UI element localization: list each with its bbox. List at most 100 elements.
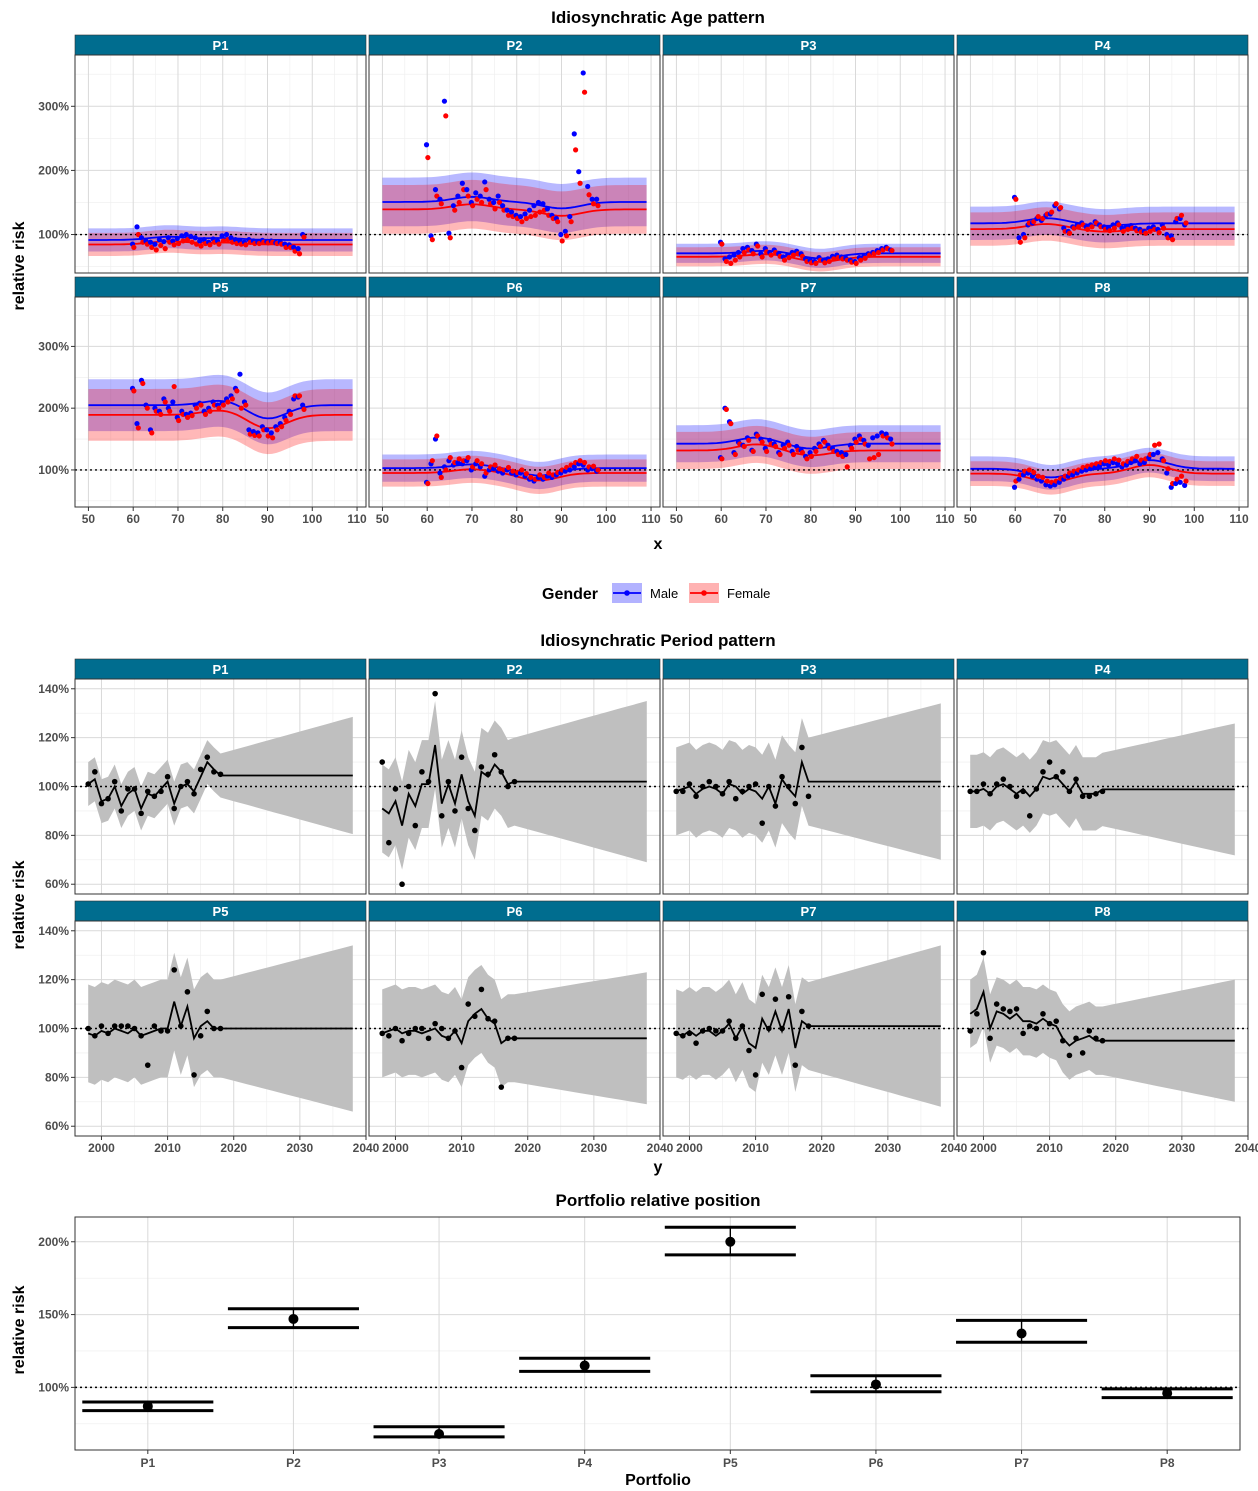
data-point — [491, 751, 498, 758]
data-point — [445, 1035, 452, 1042]
data-point — [1013, 793, 1020, 800]
female-data-point — [229, 396, 235, 402]
male-data-point — [491, 199, 497, 206]
x-tick-label: 100 — [1184, 512, 1204, 526]
female-data-point — [131, 388, 137, 394]
data-point — [1040, 1011, 1046, 1017]
female-data-point — [220, 402, 227, 408]
y-tick-label: 100% — [38, 463, 69, 477]
x-tick-label: 90 — [555, 512, 569, 526]
female-data-point — [564, 233, 570, 239]
female-data-point — [813, 260, 819, 266]
female-data-point — [176, 417, 182, 424]
x-tick-label: 50 — [670, 512, 684, 526]
female-data-point — [813, 448, 819, 455]
male-data-point — [1150, 451, 1156, 458]
x-tick-label: 2010 — [448, 1141, 475, 1155]
data-point — [752, 1072, 759, 1078]
female-data-point — [875, 451, 882, 458]
facet-strip-label: P7 — [801, 280, 817, 295]
data-point — [138, 1033, 144, 1039]
data-point — [1086, 793, 1093, 800]
facet-strip-label: P2 — [507, 662, 523, 677]
female-data-point — [510, 468, 516, 474]
panel-background — [663, 297, 954, 507]
male-data-point — [558, 231, 564, 238]
data-point — [211, 769, 217, 775]
data-point — [1060, 1037, 1066, 1044]
female-data-point — [158, 411, 164, 417]
female-data-point — [1040, 215, 1046, 222]
y-tick-label: 300% — [38, 99, 69, 113]
female-data-point — [1116, 222, 1122, 228]
panel-border — [368, 296, 661, 508]
male-data-point — [179, 233, 185, 239]
facet-strip-label: P6 — [507, 280, 523, 295]
portfolio-errorbar-p3: P3 — [373, 1425, 505, 1470]
data-point — [478, 764, 485, 770]
male-data-point — [874, 433, 880, 439]
female-data-point — [590, 201, 597, 207]
male-data-point — [544, 206, 551, 212]
male-fitted-line — [676, 249, 941, 260]
male-fitted-line — [382, 195, 647, 210]
y-tick-label: 80% — [45, 1070, 69, 1084]
female-data-point — [781, 445, 788, 451]
data-point — [452, 808, 458, 814]
x-tick-label: P5 — [723, 1456, 738, 1470]
male-data-point — [870, 435, 876, 441]
data-point — [131, 1025, 138, 1032]
female-data-point — [447, 454, 453, 461]
female-data-point — [496, 199, 503, 206]
male-data-point — [888, 436, 894, 442]
facet-strip-label: P5 — [213, 280, 229, 295]
female-data-point — [456, 456, 462, 462]
female-data-point — [732, 257, 738, 263]
y-tick-label: 60% — [45, 1119, 69, 1133]
female-data-point — [1152, 442, 1158, 448]
male-data-point — [504, 207, 510, 213]
male-data-point — [594, 196, 600, 202]
male-data-point — [268, 430, 274, 436]
data-point — [680, 788, 686, 795]
x-tick-label: 70 — [171, 512, 185, 526]
x-tick-label: 80 — [510, 512, 524, 526]
female-data-point — [496, 466, 503, 472]
female-data-point — [590, 463, 597, 469]
female-data-point — [505, 464, 512, 471]
period-panel-p7: P7 2000 2010 2020 2030 2040 — [662, 900, 968, 1155]
data-point — [405, 1030, 412, 1037]
female-data-point — [189, 239, 195, 245]
female-data-point — [1169, 237, 1176, 243]
female-data-point — [1116, 457, 1122, 463]
female-data-point — [429, 458, 435, 464]
data-point — [399, 881, 405, 888]
data-point — [125, 1023, 131, 1029]
female-data-point — [844, 464, 850, 470]
data-point — [131, 786, 138, 792]
female-data-point — [1178, 212, 1185, 218]
female-data-point — [1084, 226, 1091, 232]
period-panel-p1: P1 60% 80% 100% 120% 140% — [38, 658, 367, 895]
male-data-point — [450, 203, 456, 209]
female-data-point — [746, 437, 752, 443]
x-tick-label: 2020 — [220, 1141, 247, 1155]
x-tick-label: 2000 — [88, 1141, 115, 1155]
male-data-point — [228, 235, 234, 241]
female-data-point — [741, 443, 747, 450]
data-point — [392, 786, 399, 792]
female-data-point — [238, 405, 244, 411]
male-data-point — [580, 70, 586, 76]
male-data-point — [865, 442, 871, 448]
x-tick-label: 60 — [1009, 512, 1023, 526]
female-data-point — [158, 242, 164, 249]
female-data-point — [1017, 239, 1023, 245]
x-tick-label: 50 — [82, 512, 96, 526]
data-point — [719, 791, 726, 797]
x-tick-label: 70 — [465, 512, 479, 526]
data-point — [386, 839, 392, 846]
female-data-point — [1053, 201, 1059, 207]
y-tick-label: 100% — [38, 1022, 69, 1036]
data-point — [1099, 788, 1106, 795]
female-data-point — [184, 414, 191, 421]
